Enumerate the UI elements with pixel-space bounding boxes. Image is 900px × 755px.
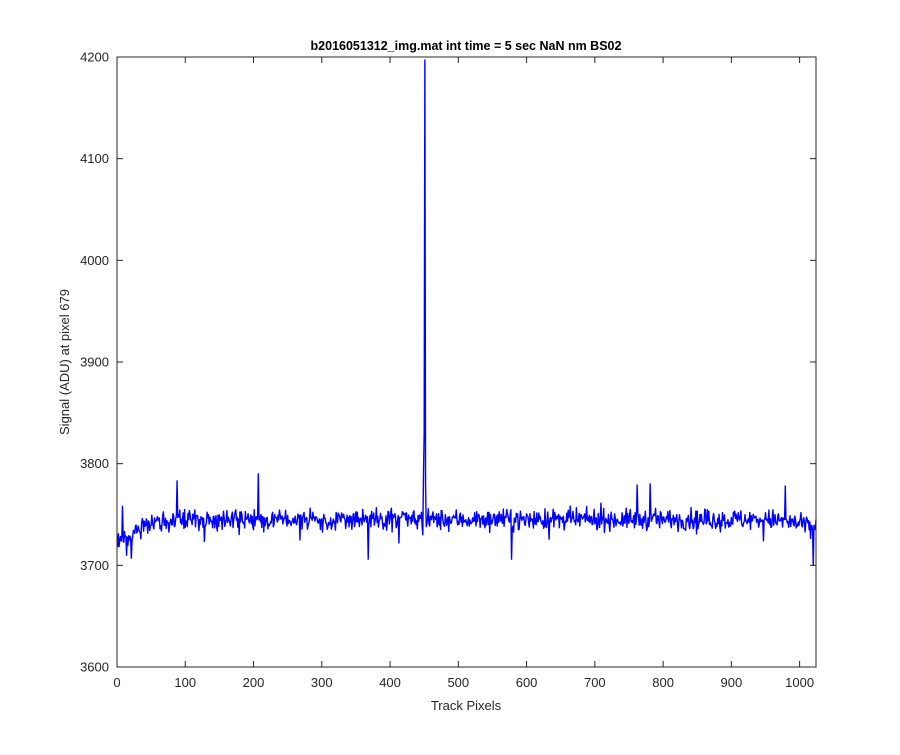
y-axis: 3600 3700 3800 3900 4000 4100 4200 <box>80 50 816 675</box>
x-tick-label: 100 <box>174 675 196 690</box>
y-tick-label: 3800 <box>80 456 109 471</box>
y-axis-label: Signal (ADU) at pixel 679 <box>57 289 72 435</box>
y-tick-label: 4100 <box>80 151 109 166</box>
x-tick-label: 800 <box>652 675 674 690</box>
x-tick-label: 1000 <box>785 675 814 690</box>
y-tick-label: 4000 <box>80 253 109 268</box>
y-tick-label: 3900 <box>80 355 109 370</box>
chart-title: b2016051312_img.mat int time = 5 sec NaN… <box>311 39 622 53</box>
axes-box <box>116 56 817 668</box>
x-tick-label: 600 <box>516 675 538 690</box>
x-tick-label: 400 <box>379 675 401 690</box>
y-tick-label: 3700 <box>80 558 109 573</box>
x-tick-label: 900 <box>721 675 743 690</box>
x-tick-label: 700 <box>584 675 606 690</box>
signal-line <box>116 59 817 567</box>
x-axis: 0 100 200 300 400 500 600 700 800 900 1000 <box>113 57 814 690</box>
x-axis-label: Track Pixels <box>431 698 502 713</box>
y-tick-label: 3600 <box>80 660 109 675</box>
y-tick-label: 4200 <box>80 50 109 65</box>
x-tick-label: 300 <box>311 675 333 690</box>
x-tick-label: 200 <box>243 675 265 690</box>
x-tick-label: 500 <box>447 675 469 690</box>
x-tick-label: 0 <box>113 675 120 690</box>
plot-content <box>116 59 817 567</box>
